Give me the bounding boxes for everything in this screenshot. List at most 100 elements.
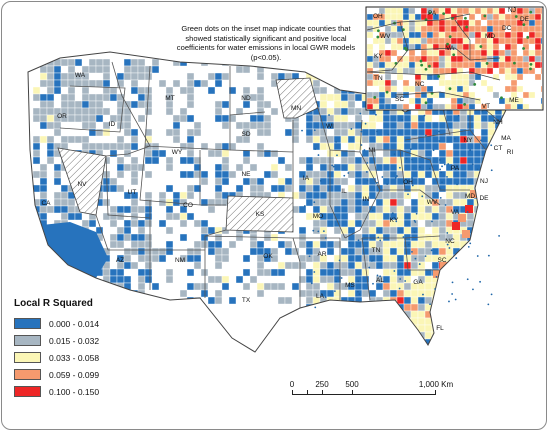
county-cell [375,128,384,137]
county-dot [422,293,424,296]
county-cell [256,121,265,130]
county-cell [452,289,461,298]
county-cell [158,149,167,158]
county-cell [46,86,55,95]
county-cell [39,275,48,284]
county-cell [417,310,426,319]
county-cell [361,254,370,263]
county-cell [403,128,412,137]
state-label: GA [413,279,423,286]
county-cell [193,128,202,137]
county-cell [46,107,55,116]
inset-county-cell [444,55,452,63]
county-cell [214,100,223,109]
county-cell [39,121,48,130]
county-cell [403,247,412,256]
county-cell [39,177,48,186]
inset-county-cell [468,25,476,33]
county-cell [438,219,447,228]
county-cell [333,205,342,214]
county-cell [186,282,195,291]
county-cell [326,268,335,277]
inset-county-cell [402,61,410,69]
county-cell [256,261,265,270]
county-cell [270,170,279,179]
county-dot [487,254,490,257]
inset-county-cell [408,19,416,27]
inset-state-label: NJ [508,7,516,14]
county-dot [467,245,470,248]
county-dot [379,239,382,242]
county-cell [410,198,419,207]
county-cell [95,289,104,298]
inset-county-cell [367,61,374,69]
county-cell [452,331,461,340]
inset-county-cell [420,31,428,39]
county-cell [186,268,195,277]
county-cell [277,296,286,305]
county-cell [382,240,391,249]
county-cell [389,261,398,270]
county-dot [490,144,493,147]
county-cell [396,226,405,235]
county-cell [144,261,153,270]
county-cell [431,310,440,319]
legend-label: 0.015 - 0.032 [49,335,100,346]
county-cell [382,282,391,291]
county-cell [277,177,286,186]
county-cell [256,107,265,116]
county-cell [102,86,111,95]
county-cell [452,156,461,165]
county-cell [424,205,433,214]
inset-county-cell [504,55,512,63]
county-cell [81,275,90,284]
county-dot [428,167,431,170]
county-cell [123,219,132,228]
county-cell [452,275,461,284]
county-dot [438,130,441,133]
county-cell [403,282,412,291]
county-cell [207,72,216,81]
inset-county-cell [372,61,380,69]
county-cell [123,142,132,151]
county-cell [81,107,90,116]
county-cell [452,261,461,270]
inset-county-cell [480,25,488,33]
inset-county-cell [468,19,476,27]
county-cell [95,58,104,67]
county-cell [508,170,512,179]
county-cell [431,142,440,151]
state-label: TX [242,297,251,304]
inset-county-cell [450,37,458,45]
county-cell [431,226,440,235]
state-label: NJ [480,178,488,185]
county-dot [366,161,369,164]
inset-county-cell [438,25,446,33]
county-cell [305,275,314,284]
county-cell [417,289,426,298]
county-cell [102,184,111,193]
county-cell [466,121,475,130]
county-cell [137,282,146,291]
county-cell [74,114,83,123]
county-cell [375,282,384,291]
county-cell [326,107,335,116]
inset-state-label: MD [485,33,495,40]
legend-item: 0.015 - 0.032 [14,332,99,349]
county-cell [60,100,69,109]
scale-bar: 0 250 500 1,000 Km [286,380,456,406]
county-cell [284,128,293,137]
inset-county-cell [450,85,458,93]
county-cell [438,317,447,326]
county-cell [46,65,55,74]
county-dot [391,212,394,215]
scale-tick-label: 250 [315,380,329,389]
inset-county-cell [540,55,542,63]
county-dot [423,114,426,117]
county-cell [326,212,335,221]
county-cell [368,233,377,242]
county-cell [431,233,440,242]
inset-county-cell [390,31,398,39]
county-cell [186,135,195,144]
inset-map [365,6,544,111]
